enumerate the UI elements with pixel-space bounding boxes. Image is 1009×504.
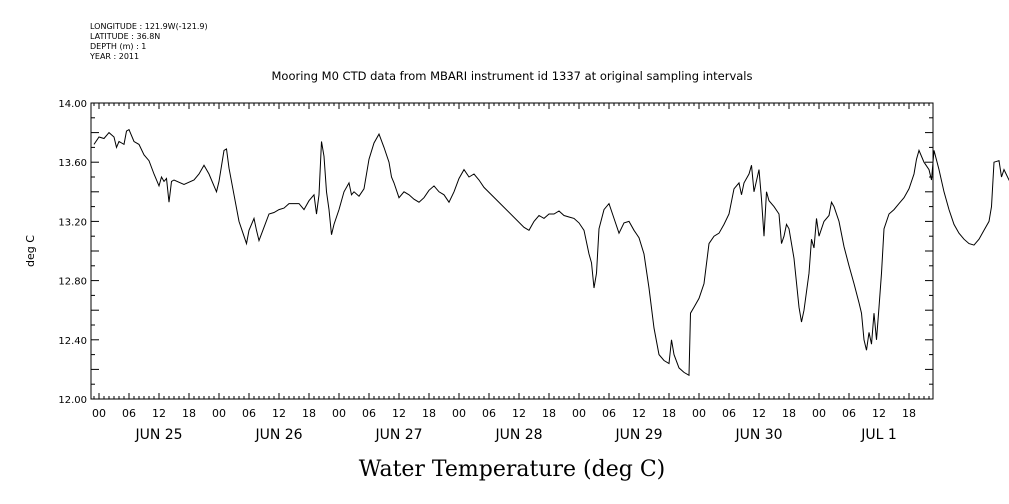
x-hour-label: 18 bbox=[782, 407, 796, 420]
x-hour-label: 00 bbox=[452, 407, 466, 420]
x-hour-label: 12 bbox=[872, 407, 886, 420]
x-hour-label: 18 bbox=[902, 407, 916, 420]
y-axis-label: deg C bbox=[24, 235, 37, 267]
y-tick-label: 14.00 bbox=[58, 99, 87, 110]
depth-label: DEPTH (m) : 1 bbox=[90, 42, 147, 51]
latitude-label: LATITUDE : 36.8N bbox=[90, 32, 161, 41]
x-hour-label: 06 bbox=[482, 407, 496, 420]
longitude-label: LONGITUDE : 121.9W(-121.9) bbox=[90, 22, 208, 31]
x-day-label: JUN 28 bbox=[494, 427, 542, 443]
y-tick-label: 13.20 bbox=[58, 217, 87, 228]
temperature-series-line bbox=[93, 128, 1009, 377]
x-hour-label: 00 bbox=[92, 407, 106, 420]
x-hour-label: 18 bbox=[182, 407, 196, 420]
x-hour-label: 12 bbox=[512, 407, 526, 420]
plot-frame bbox=[90, 102, 934, 400]
x-axis-label: Water Temperature (deg C) bbox=[359, 457, 666, 482]
x-hour-label: 06 bbox=[362, 407, 376, 420]
y-tick-label: 13.60 bbox=[58, 158, 87, 169]
x-hour-label: 12 bbox=[152, 407, 166, 420]
x-hour-label: 12 bbox=[392, 407, 406, 420]
y-tick-labels: 12.00 12.40 12.80 13.20 13.60 14.00 bbox=[58, 99, 87, 406]
x-hour-label: 06 bbox=[722, 407, 736, 420]
x-day-label: JUN 27 bbox=[374, 427, 422, 443]
x-hour-label: 12 bbox=[272, 407, 286, 420]
x-hour-label: 00 bbox=[572, 407, 586, 420]
year-label: YEAR : 2011 bbox=[90, 52, 140, 61]
x-hour-label: 18 bbox=[542, 407, 556, 420]
y-tick-label: 12.40 bbox=[58, 336, 87, 347]
x-hour-label: 06 bbox=[122, 407, 136, 420]
x-hour-label: 00 bbox=[812, 407, 826, 420]
x-hour-label: 06 bbox=[842, 407, 856, 420]
x-hour-label: 12 bbox=[632, 407, 646, 420]
x-hour-label: 00 bbox=[692, 407, 706, 420]
x-hour-label: 18 bbox=[662, 407, 676, 420]
x-hour-label: 00 bbox=[332, 407, 346, 420]
x-day-label: JUN 26 bbox=[254, 427, 302, 443]
x-hour-label: 00 bbox=[212, 407, 226, 420]
x-day-label: JUL 1 bbox=[860, 427, 897, 443]
x-hour-label: 18 bbox=[302, 407, 316, 420]
x-tick-labels: 00 06 12 18 00 06 12 18 00 06 12 18 00 06 12 18 00 06 12 18… bbox=[92, 407, 916, 443]
metadata-block: LONGITUDE : 121.9W(-121.9) LATITUDE : 36… bbox=[90, 22, 208, 62]
chart-title: Mooring M0 CTD data from MBARI instrumen… bbox=[272, 69, 753, 83]
x-hour-label: 12 bbox=[752, 407, 766, 420]
axis-ticks bbox=[91, 102, 933, 400]
x-hour-label: 06 bbox=[242, 407, 256, 420]
x-day-label: JUN 30 bbox=[734, 427, 782, 443]
x-day-label: JUN 29 bbox=[614, 427, 662, 443]
x-day-label: JUN 25 bbox=[134, 427, 182, 443]
x-hour-label: 18 bbox=[422, 407, 436, 420]
y-tick-label: 12.00 bbox=[58, 395, 87, 406]
x-hour-label: 06 bbox=[602, 407, 616, 420]
y-tick-label: 12.80 bbox=[58, 277, 87, 288]
